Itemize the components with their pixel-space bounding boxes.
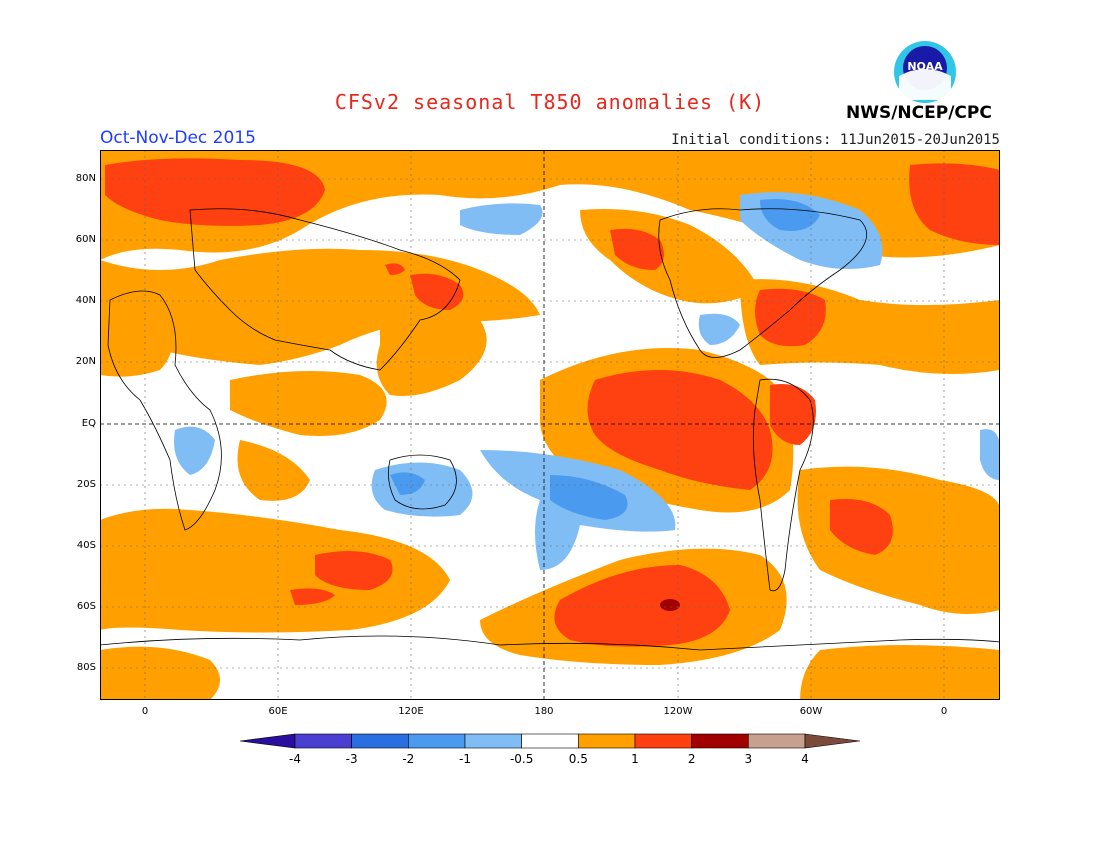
anomaly-warm-0.5 [100, 150, 1000, 700]
lon-label: 120E [398, 706, 424, 717]
lon-label: 60E [268, 706, 288, 717]
colorbar-swatch [634, 733, 692, 749]
colorbar-label: 4 [801, 752, 809, 766]
colorbar-label: -3 [345, 752, 358, 766]
lat-label: 80N [75, 173, 96, 184]
lat-label: 20N [75, 356, 96, 367]
colorbar-label: 0.5 [568, 752, 588, 766]
colorbar-swatch [748, 733, 806, 749]
lat-label: 60S [76, 601, 96, 612]
colorbar-swatch [294, 733, 352, 749]
colorbar-swatch [408, 733, 466, 749]
lon-label: 60W [799, 706, 823, 717]
lat-label: 40N [75, 295, 96, 306]
logo-text: NOAA [907, 60, 943, 73]
colorbar-label: 2 [687, 752, 696, 766]
lon-label: 120W [663, 706, 693, 717]
grid [100, 150, 1000, 700]
lat-label: EQ [81, 418, 96, 429]
initial-conditions: Initial conditions: 11Jun2015-20Jun2015 [671, 132, 1000, 148]
colorbar-label: -4 [289, 752, 301, 766]
colorbar-swatch [578, 733, 636, 749]
lon-label: 0 [940, 706, 948, 717]
colorbar-end-high [804, 733, 860, 749]
lat-label: 20S [76, 479, 96, 490]
colorbar-swatch [351, 733, 409, 749]
lat-label: 40S [76, 540, 96, 551]
colorbar [240, 733, 860, 749]
anomaly-cool-1 [390, 199, 820, 520]
chart-title: CFSv2 seasonal T850 anomalies (K) [334, 90, 766, 114]
colorbar-label: 1 [631, 752, 639, 766]
anomaly-map [100, 150, 1000, 700]
colorbar-label: -0.5 [509, 752, 534, 766]
colorbar-swatch [691, 733, 749, 749]
lat-label: 60N [75, 234, 96, 245]
anomaly-warm-1 [105, 158, 1000, 647]
colorbar-label: -2 [402, 752, 415, 766]
colorbar-swatch [464, 733, 522, 749]
noaa-logo: NOAA [894, 41, 956, 103]
lat-label: 80S [76, 662, 96, 673]
equator-dateline [100, 150, 1000, 700]
colorbar-label: -1 [459, 752, 471, 766]
lon-label: 180 [534, 706, 554, 717]
lon-label: 0 [141, 706, 149, 717]
period-label: Oct-Nov-Dec 2015 [100, 128, 256, 148]
agency-label: NWS/NCEP/CPC [846, 103, 992, 123]
anomaly-warm-2 [660, 599, 680, 611]
colorbar-swatch [521, 733, 579, 749]
colorbar-label: 3 [744, 752, 753, 766]
colorbar-end-low [240, 733, 296, 749]
